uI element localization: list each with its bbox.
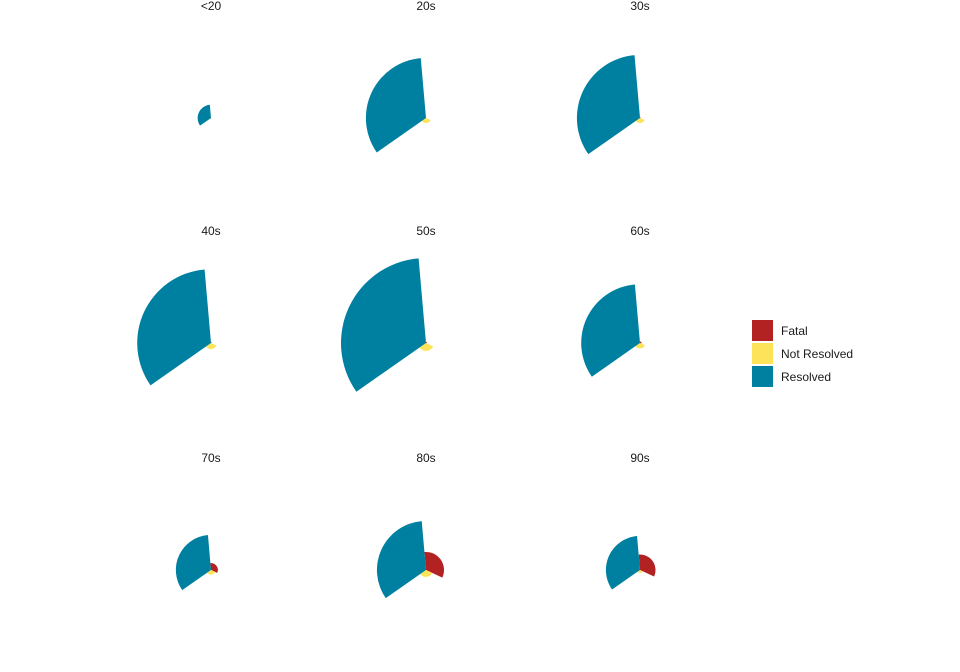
wedge-not-resolved bbox=[635, 118, 645, 124]
wedge-fatal bbox=[210, 342, 212, 344]
panel-90s: 90s bbox=[605, 451, 656, 590]
wedge-not-resolved bbox=[421, 118, 431, 124]
panel-title: 20s bbox=[416, 0, 435, 13]
panel-70s: 70s bbox=[175, 451, 221, 591]
wedge-fatal bbox=[639, 341, 642, 344]
wedge-fatal bbox=[424, 551, 445, 578]
panel-40s: 40s bbox=[137, 224, 221, 386]
legend-label-fatal: Fatal bbox=[781, 324, 808, 338]
wedge-resolved bbox=[365, 58, 426, 153]
wedge-resolved bbox=[605, 536, 640, 590]
legend-label-resolved: Resolved bbox=[781, 370, 831, 384]
wedge-not-resolved bbox=[206, 343, 217, 350]
wedge-not-resolved bbox=[207, 570, 216, 575]
legend-swatch-fatal bbox=[752, 320, 773, 341]
panel-under-20: <20 bbox=[197, 0, 222, 126]
wedge-not-resolved bbox=[420, 570, 433, 577]
wedge-resolved bbox=[576, 55, 640, 155]
wedge-fatal bbox=[639, 117, 641, 119]
panel-title: 90s bbox=[630, 451, 649, 465]
panel-80s: 80s bbox=[376, 451, 445, 599]
legend-label-not-resolved: Not Resolved bbox=[781, 347, 853, 361]
wedge-not-resolved bbox=[419, 343, 434, 351]
legend-swatch-resolved bbox=[752, 366, 773, 387]
wedge-resolved bbox=[376, 521, 426, 599]
panel-50s: 50s bbox=[340, 224, 436, 392]
wedge-not-resolved bbox=[635, 343, 645, 349]
wedge-fatal bbox=[210, 563, 218, 573]
panel-60s: 60s bbox=[581, 224, 650, 377]
wedge-fatal bbox=[638, 554, 656, 577]
panel-title: 40s bbox=[201, 224, 220, 238]
panel-title: 70s bbox=[201, 451, 220, 465]
panel-30s: 30s bbox=[576, 0, 650, 155]
panel-title: 60s bbox=[630, 224, 649, 238]
wedge-fatal bbox=[425, 341, 428, 344]
wedge-resolved bbox=[197, 104, 211, 126]
panel-title: 80s bbox=[416, 451, 435, 465]
legend-swatch-not-resolved bbox=[752, 343, 773, 364]
panel-title: <20 bbox=[201, 0, 222, 13]
wedge-resolved bbox=[581, 284, 640, 377]
wedge-resolved bbox=[340, 258, 426, 392]
wedge-resolved bbox=[137, 269, 211, 386]
legend: Fatal Not Resolved Resolved bbox=[752, 320, 853, 387]
facet-panels: <20 20s 30s 40s 50s 60s 70s 80s 90s bbox=[137, 0, 656, 599]
wedge-not-resolved bbox=[210, 118, 212, 120]
wedge-not-resolved bbox=[637, 570, 643, 573]
wedge-resolved bbox=[175, 534, 211, 591]
panel-20s: 20s bbox=[365, 0, 436, 153]
panel-title: 30s bbox=[630, 0, 649, 13]
panel-title: 50s bbox=[416, 224, 435, 238]
